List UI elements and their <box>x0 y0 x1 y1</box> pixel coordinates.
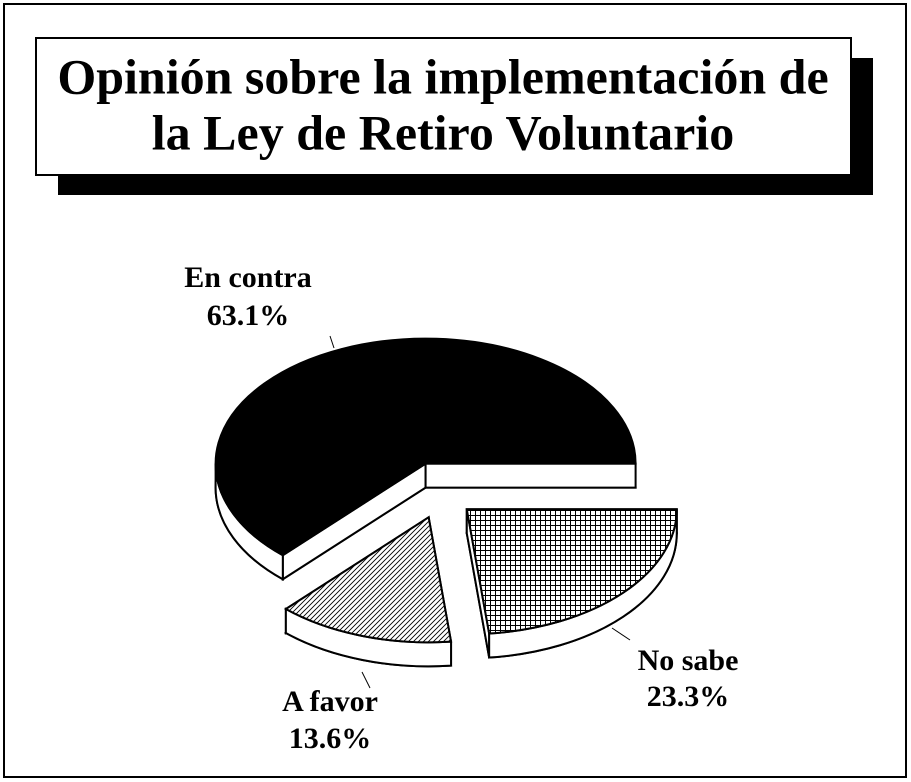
title-box <box>35 37 852 176</box>
slice <box>283 515 453 644</box>
slice-label: A favor <box>282 685 378 718</box>
pie <box>214 337 678 668</box>
slice-label: No sabe <box>638 644 739 677</box>
slice-group <box>465 508 678 659</box>
slice-group <box>214 337 637 582</box>
slice-label: En contra <box>184 261 312 294</box>
slice <box>214 337 637 557</box>
leader-line <box>329 335 335 349</box>
leader-line <box>361 671 371 689</box>
slice-side <box>424 462 637 489</box>
slice-group <box>283 515 453 668</box>
slice-value-label: 63.1% <box>207 299 290 332</box>
slice-value-label: 13.6% <box>289 722 372 755</box>
leader-line <box>611 627 631 641</box>
chart-title: Opinión sobre la implementación de <box>57 48 828 104</box>
chart-title: la Ley de Retiro Voluntario <box>152 104 734 160</box>
slice <box>465 508 678 635</box>
slice-value-label: 23.3% <box>647 680 730 713</box>
